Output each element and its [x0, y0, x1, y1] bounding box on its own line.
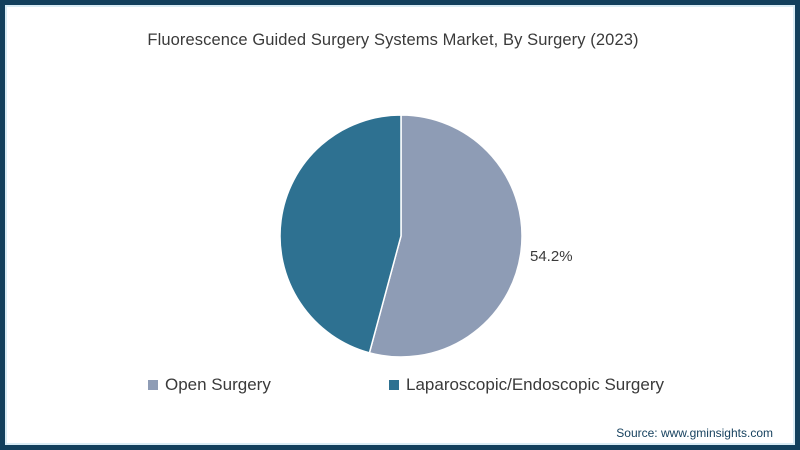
- legend-label-open-surgery: Open Surgery: [165, 375, 271, 394]
- source-attribution: Source: www.gminsights.com: [616, 426, 773, 440]
- legend-marker-laparoscopic-surgery: [389, 380, 399, 390]
- pie-slice-0: [368, 114, 523, 358]
- chart-canvas: Fluorescence Guided Surgery Systems Mark…: [5, 5, 795, 445]
- legend-item-open-surgery: Open Surgery: [148, 375, 271, 395]
- pie-chart: [279, 114, 523, 358]
- chart-title: Fluorescence Guided Surgery Systems Mark…: [147, 31, 639, 49]
- pie-slice-1: [279, 114, 402, 354]
- data-label-open-surgery: 54.2%: [530, 248, 573, 265]
- legend-label-laparoscopic-surgery: Laparoscopic/Endoscopic Surgery: [406, 375, 664, 394]
- legend-marker-open-surgery: [148, 380, 158, 390]
- legend-item-laparoscopic-surgery: Laparoscopic/Endoscopic Surgery: [389, 375, 664, 395]
